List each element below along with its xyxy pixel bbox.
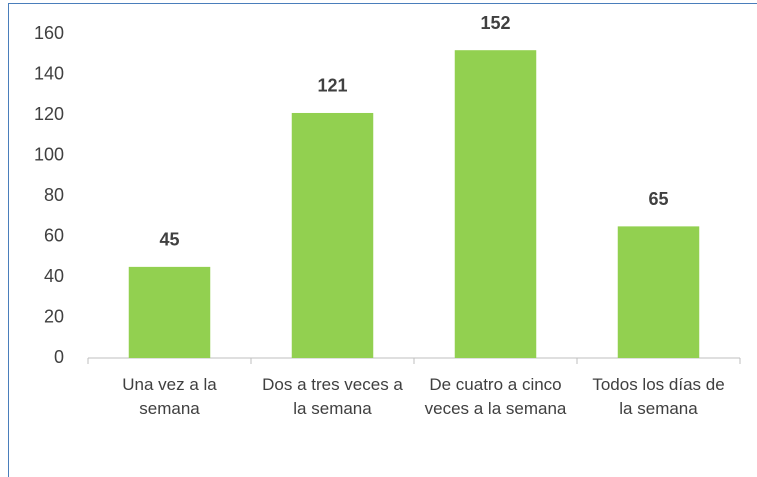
y-tick-label: 120 [34, 104, 64, 124]
bar [128, 266, 211, 358]
y-tick-label: 40 [44, 266, 64, 286]
data-label: 65 [648, 189, 668, 209]
bar [617, 226, 700, 358]
x-tick-label: Todos los días de la semana [592, 375, 725, 418]
frame [8, 3, 757, 477]
bar [291, 112, 374, 358]
y-tick-label: 0 [54, 347, 64, 367]
y-tick-label: 160 [34, 23, 64, 43]
data-label: 152 [480, 13, 510, 33]
data-label: 121 [317, 76, 347, 96]
y-tick-label: 80 [44, 185, 64, 205]
x-tick-label: Una vez a la semana [122, 375, 217, 418]
y-tick-label: 20 [44, 306, 64, 326]
data-label: 45 [159, 230, 179, 250]
x-tick-label: Dos a tres veces a la semana [262, 375, 403, 418]
y-tick-label: 100 [34, 144, 64, 164]
y-tick-label: 60 [44, 225, 64, 245]
bar [454, 50, 537, 358]
x-tick-label: De cuatro a cinco veces a la semana [424, 375, 567, 418]
y-tick-label: 140 [34, 63, 64, 83]
